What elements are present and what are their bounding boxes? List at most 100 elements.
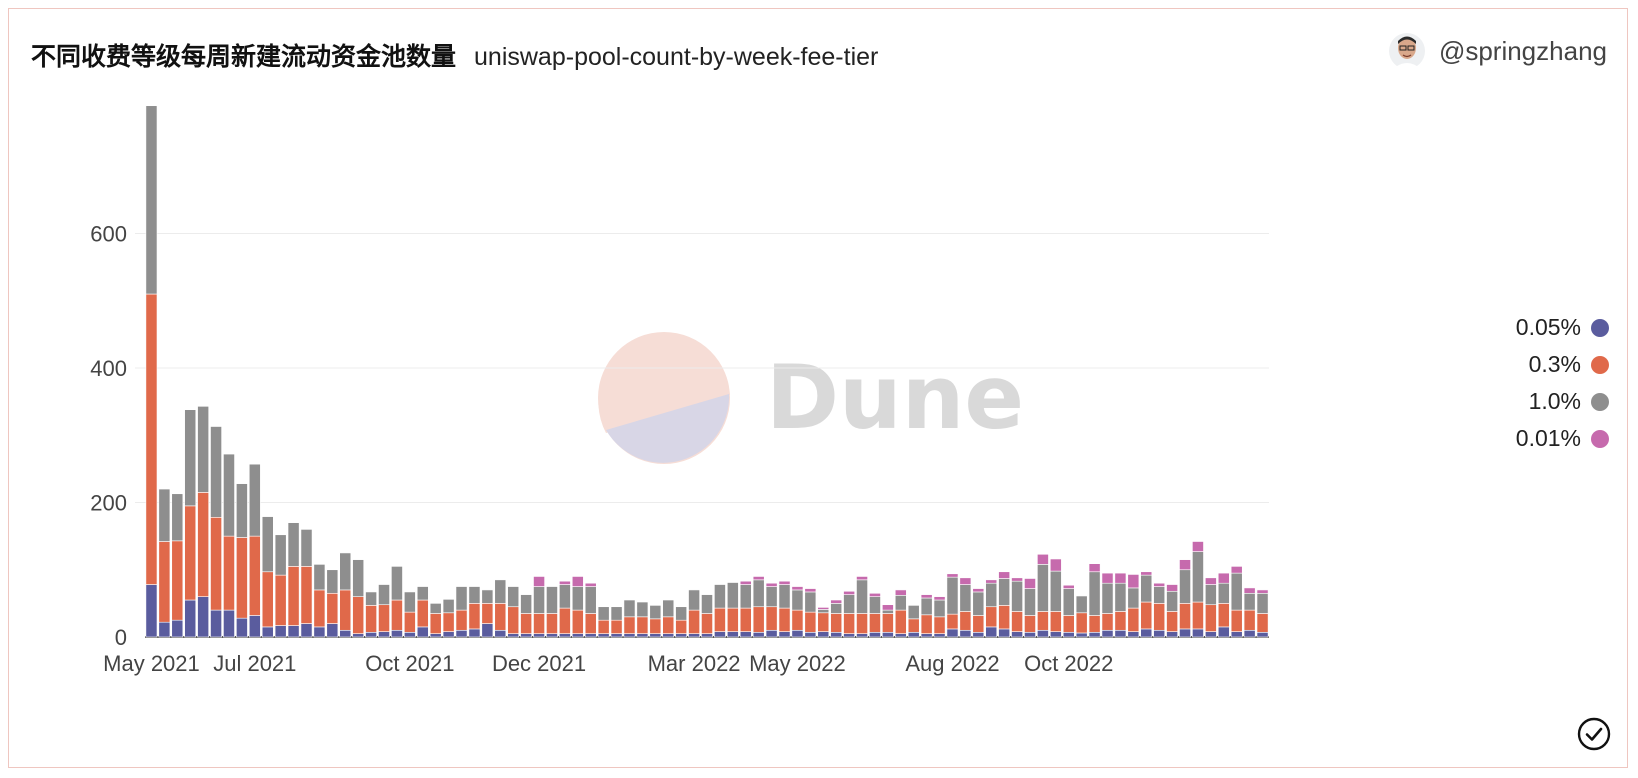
bar-segment-0.05%[interactable] — [442, 631, 455, 638]
bar-segment-0.3%[interactable] — [403, 611, 416, 633]
bar-segment-1.0%[interactable] — [520, 594, 532, 614]
bar-segment-0.3%[interactable] — [339, 589, 352, 631]
bar-segment-0.05%[interactable] — [571, 633, 584, 638]
bar-segment-1.0%[interactable] — [378, 584, 390, 606]
bar-segment-0.05%[interactable] — [1217, 626, 1230, 638]
bar-segment-0.01%[interactable] — [972, 588, 985, 593]
bar-segment-0.05%[interactable] — [714, 631, 726, 638]
bar-segment-1.0%[interactable] — [481, 589, 494, 604]
bar-segment-0.05%[interactable] — [171, 619, 184, 638]
bar-segment-0.05%[interactable] — [1127, 631, 1140, 638]
bar-segment-0.05%[interactable] — [1205, 631, 1217, 638]
bar-segment-1.0%[interactable] — [210, 426, 222, 518]
bar-segment-0.01%[interactable] — [959, 577, 972, 585]
bar-segment-0.01%[interactable] — [559, 580, 571, 585]
checkmark-circle-icon[interactable] — [1577, 717, 1611, 751]
bar-segment-0.3%[interactable] — [714, 607, 726, 632]
bar-segment-0.05%[interactable] — [933, 633, 946, 638]
bar-segment-0.3%[interactable] — [584, 613, 597, 634]
bar-segment-1.0%[interactable] — [352, 559, 365, 597]
bar-segment-0.05%[interactable] — [274, 625, 287, 638]
bar-segment-0.05%[interactable] — [197, 596, 209, 638]
bar-segment-0.05%[interactable] — [636, 633, 649, 638]
bar-segment-0.05%[interactable] — [352, 633, 365, 638]
bar-segment-1.0%[interactable] — [1179, 569, 1191, 604]
bar-segment-0.3%[interactable] — [1114, 611, 1127, 631]
bar-segment-1.0%[interactable] — [662, 599, 675, 618]
bar-segment-1.0%[interactable] — [765, 586, 778, 608]
bar-segment-1.0%[interactable] — [1075, 595, 1088, 614]
bar-segment-0.05%[interactable] — [907, 631, 920, 638]
bar-segment-0.05%[interactable] — [584, 633, 597, 638]
bar-segment-0.3%[interactable] — [223, 535, 235, 611]
bar-segment-0.05%[interactable] — [894, 633, 907, 638]
bar-segment-0.3%[interactable] — [261, 571, 274, 628]
bar-segment-0.3%[interactable] — [274, 574, 287, 626]
bar-segment-0.01%[interactable] — [804, 588, 817, 593]
bar-segment-0.3%[interactable] — [688, 609, 700, 634]
bar-segment-0.05%[interactable] — [869, 631, 881, 638]
bar-segment-0.3%[interactable] — [649, 618, 662, 634]
bar-segment-1.0%[interactable] — [933, 599, 946, 618]
bar-segment-0.3%[interactable] — [1166, 611, 1178, 632]
bar-segment-0.3%[interactable] — [416, 599, 429, 628]
bar-segment-1.0%[interactable] — [804, 591, 817, 613]
bar-segment-0.01%[interactable] — [1127, 574, 1140, 589]
bar-segment-0.3%[interactable] — [1230, 609, 1243, 632]
bar-segment-1.0%[interactable] — [856, 579, 868, 614]
bar-segment-0.3%[interactable] — [559, 607, 571, 634]
bar-segment-0.05%[interactable] — [223, 609, 235, 638]
bar-segment-1.0%[interactable] — [223, 453, 235, 537]
bar-segment-1.0%[interactable] — [261, 516, 274, 573]
bar-segment-1.0%[interactable] — [1230, 572, 1243, 611]
bar-segment-0.3%[interactable] — [352, 596, 365, 634]
bar-segment-0.3%[interactable] — [907, 618, 920, 633]
bar-segment-1.0%[interactable] — [326, 569, 339, 594]
bar-segment-0.05%[interactable] — [649, 633, 662, 638]
bar-segment-0.3%[interactable] — [597, 619, 610, 634]
bar-segment-0.05%[interactable] — [494, 629, 507, 638]
bar-segment-0.3%[interactable] — [520, 613, 532, 634]
bar-segment-1.0%[interactable] — [894, 595, 907, 611]
bar-segment-0.3%[interactable] — [752, 606, 765, 633]
bar-segment-1.0%[interactable] — [391, 566, 403, 601]
query-name[interactable]: uniswap-pool-count-by-week-fee-tier — [474, 43, 879, 71]
bar-segment-0.3%[interactable] — [145, 293, 158, 585]
bar-segment-0.05%[interactable] — [1140, 628, 1153, 638]
bar-segment-0.05%[interactable] — [998, 628, 1011, 638]
bar-segment-1.0%[interactable] — [416, 586, 429, 601]
bar-segment-1.0%[interactable] — [907, 605, 920, 620]
bar-segment-0.05%[interactable] — [546, 633, 558, 638]
bar-segment-0.3%[interactable] — [197, 492, 209, 597]
bar-segment-1.0%[interactable] — [1140, 574, 1153, 603]
bar-segment-0.01%[interactable] — [1062, 584, 1075, 589]
bar-segment-0.3%[interactable] — [287, 566, 300, 626]
bar-segment-0.01%[interactable] — [739, 580, 752, 585]
bar-segment-0.05%[interactable] — [972, 631, 985, 638]
bar-segment-0.05%[interactable] — [1011, 631, 1023, 638]
bar-segment-1.0%[interactable] — [571, 586, 584, 611]
bar-segment-1.0%[interactable] — [313, 564, 326, 591]
bar-segment-1.0%[interactable] — [701, 594, 713, 614]
bar-segment-1.0%[interactable] — [817, 609, 830, 614]
bar-segment-0.3%[interactable] — [1011, 611, 1023, 632]
bar-segment-1.0%[interactable] — [920, 597, 933, 616]
bar-segment-0.3%[interactable] — [442, 612, 455, 632]
bar-segment-0.01%[interactable] — [830, 599, 843, 604]
bar-segment-0.3%[interactable] — [778, 607, 791, 632]
bar-segment-0.01%[interactable] — [571, 576, 584, 587]
bar-segment-0.3%[interactable] — [468, 603, 481, 630]
bar-segment-1.0%[interactable] — [636, 601, 649, 618]
bar-segment-1.0%[interactable] — [507, 586, 520, 608]
bar-segment-1.0%[interactable] — [1062, 588, 1075, 616]
bar-segment-0.3%[interactable] — [507, 606, 520, 634]
bar-segment-1.0%[interactable] — [1037, 564, 1049, 612]
bar-segment-1.0%[interactable] — [972, 591, 985, 616]
bar-segment-0.05%[interactable] — [184, 599, 197, 638]
legend-item[interactable]: 0.01% — [1479, 420, 1609, 457]
bar-segment-1.0%[interactable] — [1114, 582, 1127, 612]
bar-segment-1.0%[interactable] — [714, 584, 726, 609]
bar-segment-1.0%[interactable] — [584, 586, 597, 614]
bar-segment-0.3%[interactable] — [1024, 615, 1036, 633]
bar-segment-0.01%[interactable] — [1243, 587, 1256, 594]
